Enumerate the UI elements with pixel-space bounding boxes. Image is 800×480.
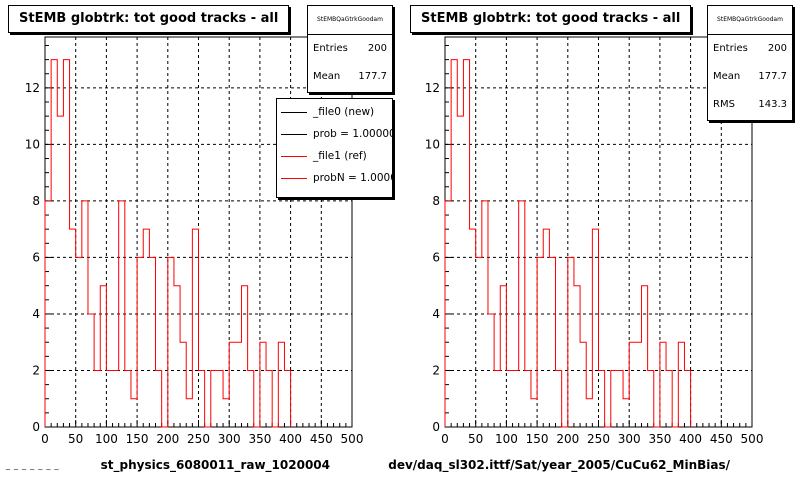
right-stats-name: StEMBQaGtrkGoodam bbox=[708, 6, 792, 35]
y-tick-label: 10 bbox=[25, 137, 40, 151]
left-stats-mean-label: Mean bbox=[313, 71, 341, 82]
x-tick-label: 250 bbox=[587, 432, 610, 446]
legend-entry-file1: _file1 (ref) bbox=[277, 145, 392, 167]
right-stats-mean-value: 177.7 bbox=[758, 71, 787, 82]
x-tick-label: 400 bbox=[679, 432, 702, 446]
y-tick-label: 0 bbox=[32, 420, 40, 434]
left-stats-entries-row: Entries 200 bbox=[308, 35, 392, 63]
x-tick-label: 350 bbox=[648, 432, 671, 446]
x-tick-label: 200 bbox=[556, 432, 579, 446]
left-x-axis-label: st_physics_6080011_raw_1020004 bbox=[100, 458, 330, 472]
legend-line-file0 bbox=[281, 111, 307, 113]
x-tick-label: 100 bbox=[495, 432, 518, 446]
y-tick-label: 4 bbox=[432, 307, 440, 321]
y-tick-label: 8 bbox=[432, 194, 440, 208]
right-x-axis-label: dev/daq_sl302.ittf/Sat/year_2005/CuCu62_… bbox=[388, 458, 730, 472]
right-stats-rms-label: RMS bbox=[713, 99, 735, 110]
x-tick-label: 200 bbox=[156, 432, 179, 446]
legend-line-file1 bbox=[281, 155, 307, 157]
legend-label-file0: _file0 (new) bbox=[313, 106, 375, 118]
left-stats-name: StEMBQaGtrkGoodam bbox=[308, 6, 392, 35]
histogram-series-line bbox=[444, 59, 692, 428]
legend-label-probn: probN = 1.000000 bbox=[313, 172, 392, 184]
y-tick-label: 8 bbox=[32, 194, 40, 208]
footer-note: ~ ~ ~ ~ ~ ~ ~ bbox=[5, 466, 60, 474]
legend-entry-probn: probN = 1.000000 bbox=[277, 167, 392, 189]
x-tick-label: 450 bbox=[310, 432, 333, 446]
legend-entry-prob: prob = 1.000000 bbox=[277, 123, 392, 145]
x-tick-label: 150 bbox=[526, 432, 549, 446]
legend-line-probn bbox=[281, 177, 307, 179]
x-tick-label: 300 bbox=[618, 432, 641, 446]
right-histogram: 0 50 100 150 200 250 300 350 400 450 500 0 2 4 6 8 10 12 bbox=[425, 36, 764, 446]
right-stats-entries-value: 200 bbox=[767, 43, 787, 54]
left-stats-box: StEMBQaGtrkGoodam Entries 200 Mean 177.7 bbox=[307, 5, 393, 93]
legend-entry-file0: _file0 (new) bbox=[277, 101, 392, 123]
right-pad: 0 50 100 150 200 250 300 350 400 450 500 0 2 4 6 8 10 12 … bbox=[388, 0, 800, 480]
right-stats-rms-row: RMS 143.3 bbox=[708, 91, 792, 119]
left-stats-entries-value: 200 bbox=[367, 43, 387, 54]
right-stats-mean-row: Mean 177.7 bbox=[708, 63, 792, 91]
legend-line-prob bbox=[281, 133, 307, 135]
left-histogram: 0 50 100 150 200 250 300 350 400 450 500 0 2 4 6 8 10 12 bbox=[25, 36, 364, 446]
y-tick-label: 6 bbox=[32, 250, 40, 264]
y-tick-label: 12 bbox=[25, 81, 40, 95]
y-tick-label: 6 bbox=[432, 250, 440, 264]
x-tick-label: 300 bbox=[218, 432, 241, 446]
x-tick-label: 100 bbox=[95, 432, 118, 446]
legend-label-file1: _file1 (ref) bbox=[313, 150, 367, 162]
left-stats-entries-label: Entries bbox=[313, 43, 348, 54]
y-tick-label: 10 bbox=[425, 137, 440, 151]
x-tick-label: 150 bbox=[126, 432, 149, 446]
left-chart-title: StEMB globtrk: tot good tracks - all bbox=[8, 5, 290, 33]
left-pad: 0 50 100 150 200 250 300 350 400 450 500 0 2 4 6 8 10 12 … bbox=[8, 5, 393, 472]
x-tick-label: 350 bbox=[248, 432, 271, 446]
x-tick-label: 50 bbox=[468, 432, 483, 446]
left-legend: _file0 (new) prob = 1.000000 _file1 (ref… bbox=[276, 98, 393, 198]
y-tick-label: 0 bbox=[432, 420, 440, 434]
legend-label-prob: prob = 1.000000 bbox=[313, 128, 392, 140]
y-tick-label: 12 bbox=[425, 81, 440, 95]
y-tick-label: 2 bbox=[32, 363, 40, 377]
x-tick-label: 500 bbox=[741, 432, 764, 446]
histogram-series-line bbox=[44, 59, 292, 428]
right-stats-mean-label: Mean bbox=[713, 71, 741, 82]
x-tick-label: 50 bbox=[68, 432, 83, 446]
x-tick-label: 250 bbox=[187, 432, 210, 446]
left-stats-mean-value: 177.7 bbox=[358, 71, 387, 82]
x-tick-label: 400 bbox=[279, 432, 302, 446]
x-tick-label: 450 bbox=[710, 432, 733, 446]
x-tick-label: 0 bbox=[441, 432, 449, 446]
right-stats-entries-row: Entries 200 bbox=[708, 35, 792, 63]
y-tick-label: 4 bbox=[32, 307, 40, 321]
right-stats-rms-value: 143.3 bbox=[758, 99, 787, 110]
x-tick-label: 500 bbox=[341, 432, 364, 446]
x-tick-label: 0 bbox=[41, 432, 49, 446]
y-tick-label: 2 bbox=[432, 363, 440, 377]
right-stats-entries-label: Entries bbox=[713, 43, 748, 54]
right-chart-title: StEMB globtrk: tot good tracks - all bbox=[410, 5, 692, 33]
left-stats-mean-row: Mean 177.7 bbox=[308, 63, 392, 91]
right-stats-box: StEMBQaGtrkGoodam Entries 200 Mean 177.7… bbox=[707, 5, 793, 121]
